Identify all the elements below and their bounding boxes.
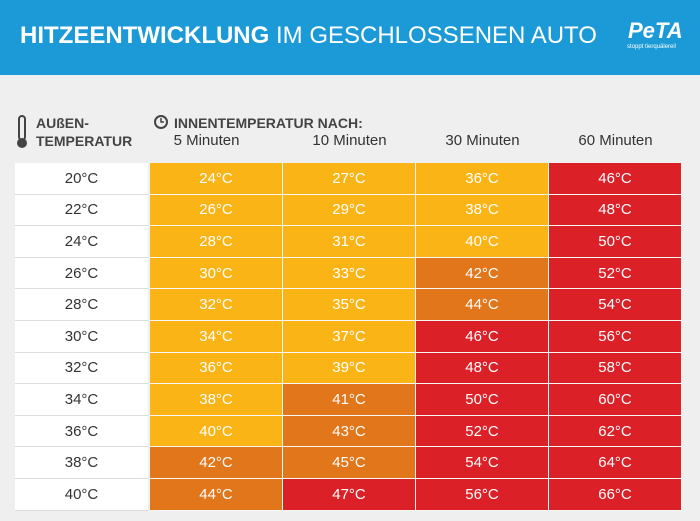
column-header: 30 Minuten	[445, 132, 520, 149]
column-header: 10 Minuten	[312, 132, 387, 149]
inside-temp: 44°C	[150, 479, 283, 511]
inside-temp: 34°C	[150, 321, 283, 353]
inside-temp: 44°C	[416, 289, 549, 321]
thermometer-icon	[17, 115, 27, 148]
inside-temp: 54°C	[549, 289, 682, 321]
outside-temp: 24°C	[15, 226, 148, 258]
inside-temp: 62°C	[549, 415, 682, 448]
inside-temp: 38°C	[416, 194, 549, 227]
inside-header: INNENTEMPERATUR NACH:	[174, 115, 363, 131]
inside-temp: 66°C	[549, 479, 682, 511]
inside-temp: 43°C	[283, 415, 416, 448]
outside-temp: 36°C	[15, 415, 148, 448]
inside-temp: 58°C	[549, 352, 682, 385]
title: HITZEENTWICKLUNG IM GESCHLOSSENEN AUTO	[20, 22, 597, 50]
inside-temp: 26°C	[150, 194, 283, 227]
inside-temp: 50°C	[549, 226, 682, 258]
outside-header-1: AUßEN-	[36, 115, 89, 131]
inside-temp: 47°C	[283, 479, 416, 511]
logo-tagline: stoppt tierquälerei!	[627, 44, 677, 50]
inside-temp: 24°C	[150, 163, 283, 195]
inside-temp: 32°C	[150, 289, 283, 321]
inside-temp: 40°C	[416, 226, 549, 258]
inside-temp: 41°C	[283, 384, 416, 416]
inside-temp: 56°C	[549, 321, 682, 353]
inside-temp: 27°C	[283, 163, 416, 195]
inside-temp: 37°C	[283, 321, 416, 353]
inside-temp: 60°C	[549, 384, 682, 416]
logo: PeTA	[628, 18, 683, 43]
outside-temp: 22°C	[15, 194, 148, 227]
title-bold: HITZEENTWICKLUNG	[20, 22, 270, 49]
inside-temp: 29°C	[283, 194, 416, 227]
outside-temp: 26°C	[15, 257, 148, 290]
outside-header-2: TEMPERATUR	[36, 133, 133, 149]
inside-temp: 39°C	[283, 352, 416, 385]
inside-temp: 50°C	[416, 384, 549, 416]
title-rest: IM GESCHLOSSENEN AUTO	[275, 22, 597, 49]
inside-temp: 28°C	[150, 226, 283, 258]
inside-temp: 64°C	[549, 447, 682, 479]
inside-temp: 48°C	[549, 194, 682, 227]
inside-temp: 31°C	[283, 226, 416, 258]
inside-temp: 42°C	[150, 447, 283, 479]
clock-icon	[154, 115, 168, 129]
inside-temp: 52°C	[549, 257, 682, 290]
inside-temp: 45°C	[283, 447, 416, 479]
inside-temp: 54°C	[416, 447, 549, 479]
outside-temp: 20°C	[15, 163, 148, 195]
inside-temp: 30°C	[150, 257, 283, 290]
inside-temp: 42°C	[416, 257, 549, 290]
outside-temp: 40°C	[15, 479, 148, 511]
inside-temp: 38°C	[150, 384, 283, 416]
outside-temp: 38°C	[15, 447, 148, 479]
inside-temp: 40°C	[150, 415, 283, 448]
outside-temp: 28°C	[15, 289, 148, 321]
inside-temp: 52°C	[416, 415, 549, 448]
column-header: 60 Minuten	[578, 132, 653, 149]
inside-temp: 46°C	[416, 321, 549, 353]
inside-temp: 33°C	[283, 257, 416, 290]
header-bar	[0, 0, 700, 75]
outside-temp: 30°C	[15, 321, 148, 353]
column-header: 5 Minuten	[173, 132, 240, 149]
outside-temp: 32°C	[15, 352, 148, 385]
outside-temp: 34°C	[15, 384, 148, 416]
inside-temp: 36°C	[416, 163, 549, 195]
inside-temp: 48°C	[416, 352, 549, 385]
inside-temp: 36°C	[150, 352, 283, 385]
inside-temp: 35°C	[283, 289, 416, 321]
inside-temp: 46°C	[549, 163, 682, 195]
inside-temp: 56°C	[416, 479, 549, 511]
